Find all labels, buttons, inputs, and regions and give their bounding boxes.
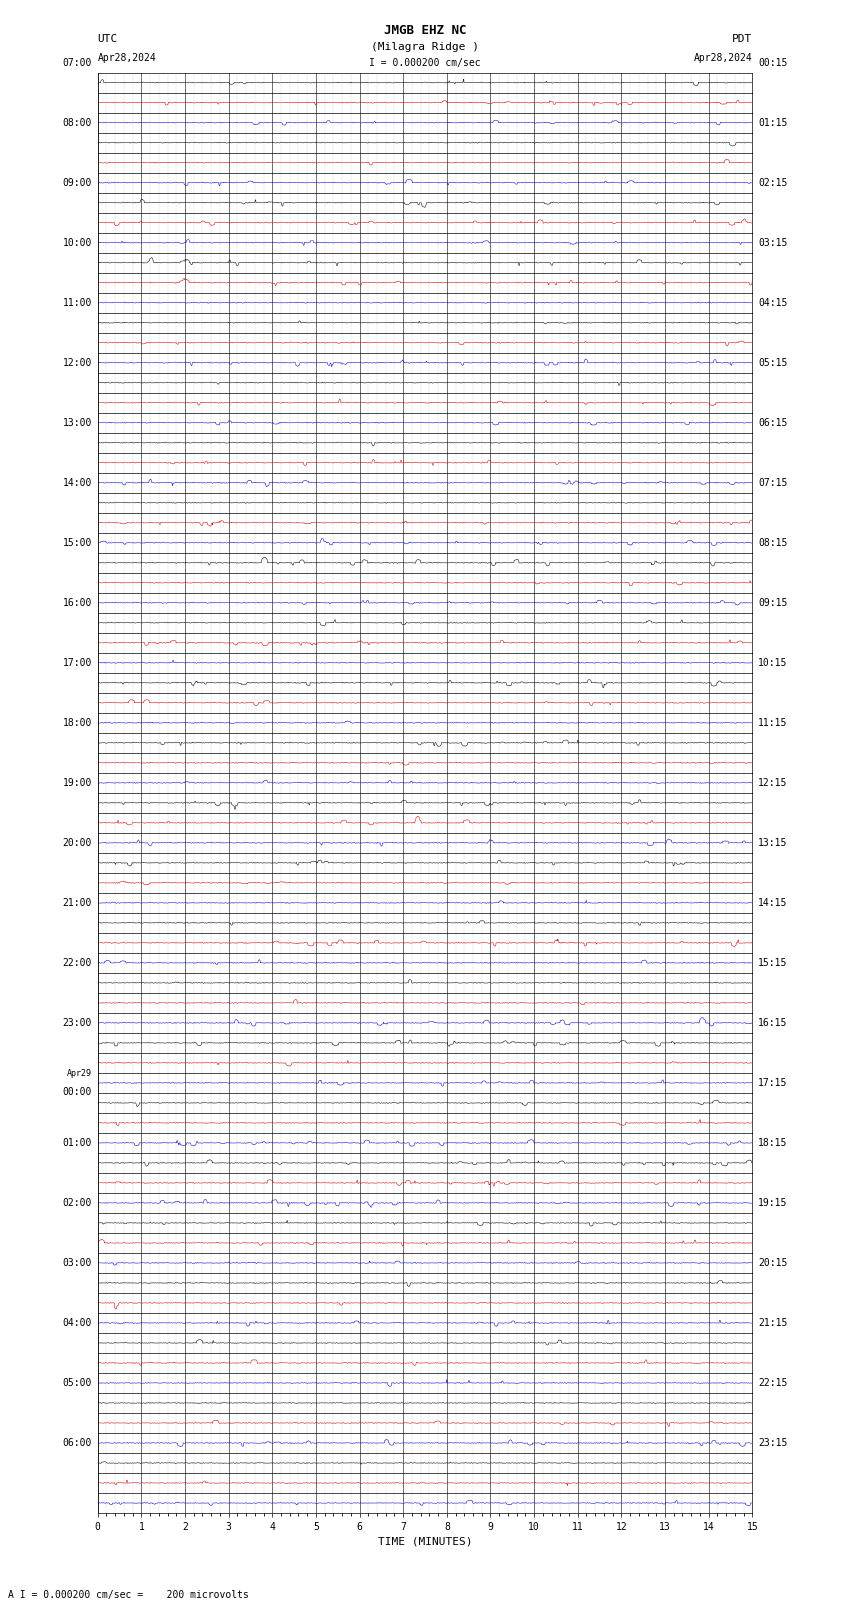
Text: 13:15: 13:15 <box>758 837 788 848</box>
Text: 05:15: 05:15 <box>758 358 788 368</box>
Text: Apr29: Apr29 <box>67 1069 92 1079</box>
Text: 13:00: 13:00 <box>62 418 92 427</box>
Text: 15:15: 15:15 <box>758 958 788 968</box>
Text: 09:00: 09:00 <box>62 177 92 187</box>
Text: 03:00: 03:00 <box>62 1258 92 1268</box>
Text: 18:15: 18:15 <box>758 1137 788 1148</box>
Text: 16:00: 16:00 <box>62 598 92 608</box>
Text: 18:00: 18:00 <box>62 718 92 727</box>
Text: 11:15: 11:15 <box>758 718 788 727</box>
Text: 05:00: 05:00 <box>62 1378 92 1387</box>
Text: 10:15: 10:15 <box>758 658 788 668</box>
Text: Apr28,2024: Apr28,2024 <box>694 53 752 63</box>
Text: 22:15: 22:15 <box>758 1378 788 1387</box>
Text: 15:00: 15:00 <box>62 537 92 548</box>
Text: 23:00: 23:00 <box>62 1018 92 1027</box>
Text: JMGB EHZ NC: JMGB EHZ NC <box>383 24 467 37</box>
Text: 20:00: 20:00 <box>62 837 92 848</box>
Text: A I = 0.000200 cm/sec =    200 microvolts: A I = 0.000200 cm/sec = 200 microvolts <box>8 1590 249 1600</box>
Text: 06:15: 06:15 <box>758 418 788 427</box>
Text: 00:00: 00:00 <box>62 1087 92 1097</box>
Text: 14:00: 14:00 <box>62 477 92 487</box>
Text: 01:00: 01:00 <box>62 1137 92 1148</box>
Text: 09:15: 09:15 <box>758 598 788 608</box>
Text: 17:15: 17:15 <box>758 1077 788 1087</box>
Text: I = 0.000200 cm/sec: I = 0.000200 cm/sec <box>369 58 481 68</box>
Text: 12:00: 12:00 <box>62 358 92 368</box>
Text: 21:00: 21:00 <box>62 898 92 908</box>
Text: 04:15: 04:15 <box>758 298 788 308</box>
Text: 12:15: 12:15 <box>758 777 788 787</box>
Text: (Milagra Ridge ): (Milagra Ridge ) <box>371 42 479 52</box>
Text: PDT: PDT <box>732 34 752 44</box>
Text: 08:15: 08:15 <box>758 537 788 548</box>
Text: 21:15: 21:15 <box>758 1318 788 1327</box>
Text: 08:00: 08:00 <box>62 118 92 127</box>
Text: 19:00: 19:00 <box>62 777 92 787</box>
Text: 07:15: 07:15 <box>758 477 788 487</box>
Text: 16:15: 16:15 <box>758 1018 788 1027</box>
Text: Apr28,2024: Apr28,2024 <box>98 53 156 63</box>
Text: 19:15: 19:15 <box>758 1198 788 1208</box>
Text: 20:15: 20:15 <box>758 1258 788 1268</box>
Text: 03:15: 03:15 <box>758 237 788 248</box>
Text: 22:00: 22:00 <box>62 958 92 968</box>
Text: 02:15: 02:15 <box>758 177 788 187</box>
Text: 23:15: 23:15 <box>758 1437 788 1448</box>
Text: 01:15: 01:15 <box>758 118 788 127</box>
Text: 11:00: 11:00 <box>62 298 92 308</box>
Text: 14:15: 14:15 <box>758 898 788 908</box>
Text: UTC: UTC <box>98 34 118 44</box>
Text: 02:00: 02:00 <box>62 1198 92 1208</box>
Text: 10:00: 10:00 <box>62 237 92 248</box>
Text: 06:00: 06:00 <box>62 1437 92 1448</box>
Text: 00:15: 00:15 <box>758 58 788 68</box>
Text: 04:00: 04:00 <box>62 1318 92 1327</box>
Text: 17:00: 17:00 <box>62 658 92 668</box>
X-axis label: TIME (MINUTES): TIME (MINUTES) <box>377 1536 473 1547</box>
Text: 07:00: 07:00 <box>62 58 92 68</box>
